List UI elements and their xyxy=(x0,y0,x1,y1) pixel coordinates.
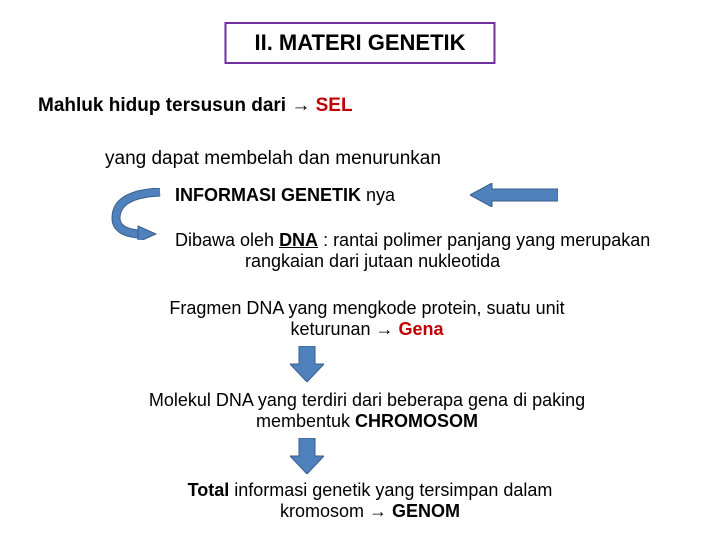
line-genom: Total informasi genetik yang tersimpan d… xyxy=(160,480,580,522)
line2-text: yang dapat membelah dan menurunkan xyxy=(105,148,441,169)
line3-a: INFORMASI GENETIK xyxy=(175,185,361,205)
curved-arrow-icon xyxy=(108,188,170,240)
line7-arrow: → xyxy=(369,501,387,521)
line-informasi: INFORMASI GENETIK nya xyxy=(175,185,395,206)
line1-a: Mahluk hidup tersusun dari xyxy=(38,95,291,116)
line-gena: Fragmen DNA yang mengkode protein, suatu… xyxy=(132,298,602,340)
line3-b: nya xyxy=(361,185,395,205)
line4-c: rangkaian dari jutaan nukleotida xyxy=(245,251,675,272)
title-text: II. MATERI GENETIK xyxy=(254,30,465,55)
line-dna: Dibawa oleh DNA : rantai polimer panjang… xyxy=(175,230,675,272)
arrow-down-2-icon xyxy=(290,438,324,474)
arrow-left-icon xyxy=(470,183,558,207)
line7-c: GENOM xyxy=(387,501,460,521)
line4-dna: DNA xyxy=(279,230,318,250)
line6-b: CHROMOSOM xyxy=(355,411,478,431)
line-membelah: yang dapat membelah dan menurunkan xyxy=(105,148,441,170)
line1-arrow: → xyxy=(291,95,310,116)
line4-b: : rantai polimer panjang yang merupakan xyxy=(318,230,650,250)
title-box: II. MATERI GENETIK xyxy=(224,22,495,64)
line-chromosom: Molekul DNA yang terdiri dari beberapa g… xyxy=(132,390,602,432)
line-sel: Mahluk hidup tersusun dari → SEL xyxy=(38,95,353,117)
line7-a: Total xyxy=(188,480,230,500)
arrow-down-1-icon xyxy=(290,346,324,382)
line5-b: Gena xyxy=(394,319,444,339)
line5-a: Fragmen DNA yang mengkode protein, suatu… xyxy=(169,298,564,339)
line5-arrow: → xyxy=(376,319,394,339)
line4-a: Dibawa oleh xyxy=(175,230,279,250)
line1-b: SEL xyxy=(310,95,352,116)
